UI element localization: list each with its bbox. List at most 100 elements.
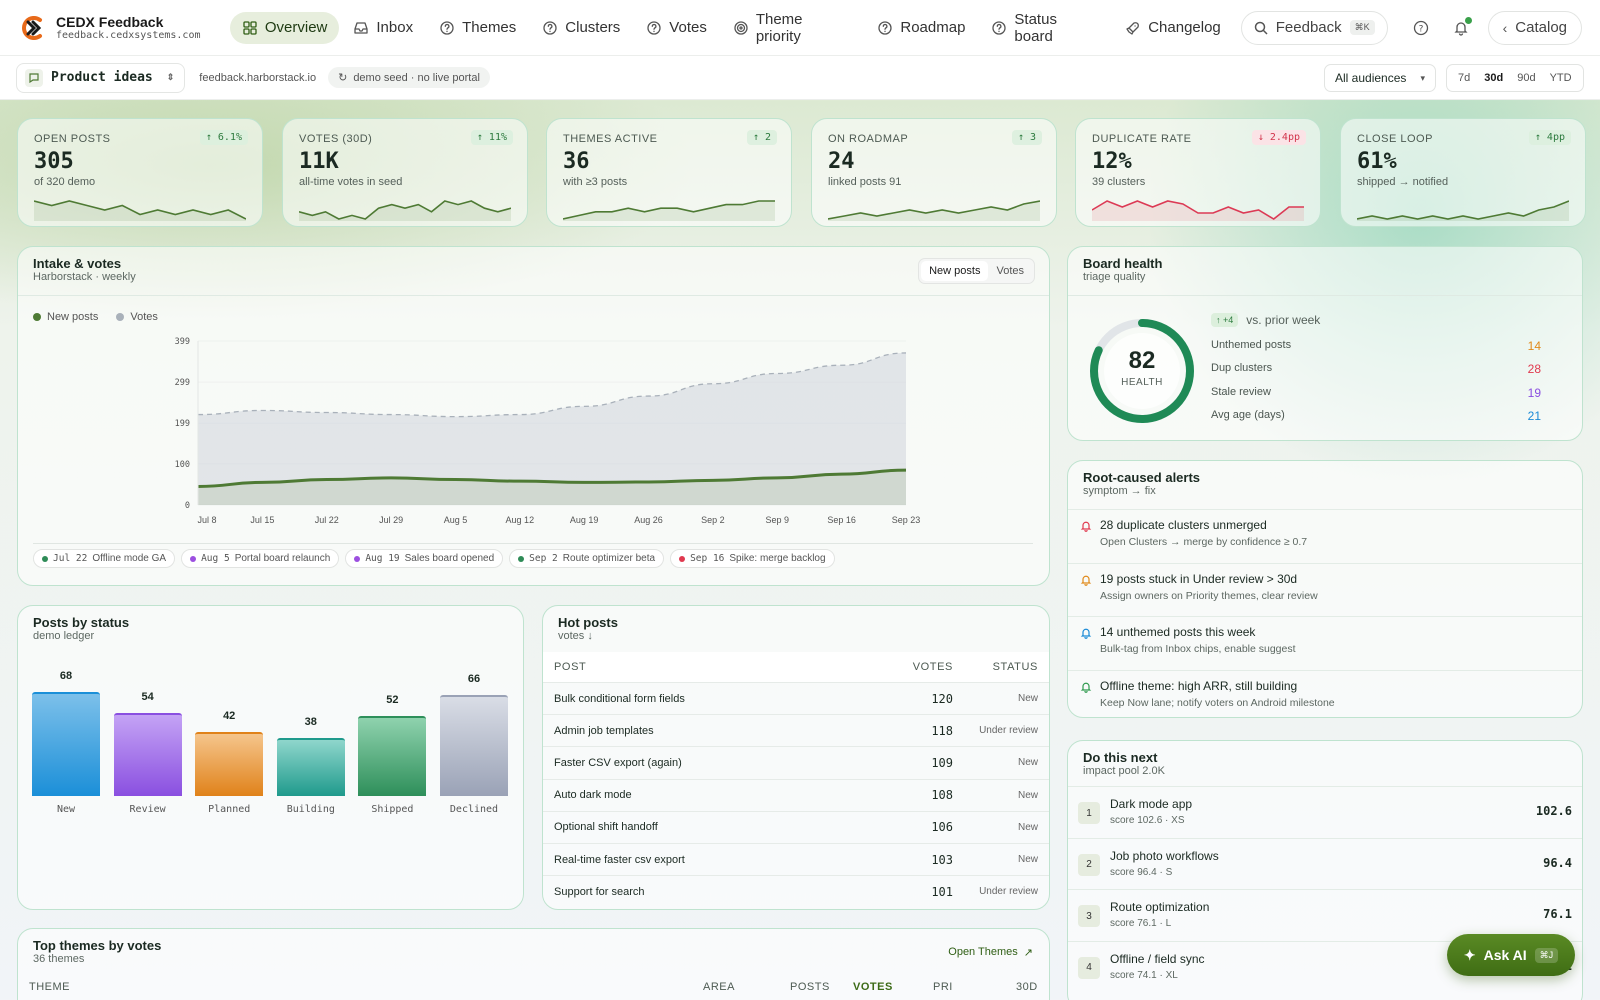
nav-item-changelog[interactable]: Changelog xyxy=(1113,12,1233,44)
legend-label: New posts xyxy=(47,311,99,323)
event-chip[interactable]: Aug 19 Sales board opened xyxy=(345,549,504,568)
new-posts-line xyxy=(197,468,907,489)
x-tick-label: Jul 15 xyxy=(250,515,274,525)
nav-item-status-board[interactable]: Status board xyxy=(979,11,1111,45)
hot-post-row[interactable]: Admin job templates 118 Under review xyxy=(543,714,1049,746)
col-votes[interactable]: VOTES xyxy=(912,661,953,673)
kpi-card[interactable]: On roadmap ↑ 3 24 linked posts 91 xyxy=(811,118,1057,227)
bell-icon xyxy=(1080,520,1092,532)
col-pri[interactable]: PRI xyxy=(933,981,953,993)
health-metric-row[interactable]: Avg age (days) 21 xyxy=(1211,409,1541,423)
kpi-label: Duplicate rate xyxy=(1092,133,1192,145)
toggle-votes[interactable]: Votes xyxy=(996,265,1024,277)
hot-post-row[interactable]: Real-time faster csv export 103 New xyxy=(543,843,1049,875)
range-30d[interactable]: 30d xyxy=(1484,72,1504,84)
event-chip[interactable]: Sep 16 Spike: merge backlog xyxy=(670,549,835,568)
health-metric-row[interactable]: Dup clusters 28 xyxy=(1211,362,1541,376)
kpi-card[interactable]: Open posts ↑ 6.1% 305 of 320 demo xyxy=(17,118,263,227)
kpi-card[interactable]: Votes (30d) ↑ 11% 11K all-time votes in see… xyxy=(282,118,528,227)
chevron-left-icon: ‹ xyxy=(1502,19,1508,36)
hot-post-row[interactable]: Auto dark mode 108 New xyxy=(543,778,1049,811)
event-chip[interactable]: Aug 5 Portal board relaunch xyxy=(181,549,340,568)
board-icon xyxy=(25,68,43,87)
legend-item[interactable]: New posts xyxy=(33,311,98,323)
health-metric-label: Avg age (days) xyxy=(1211,408,1285,421)
hot-post-row[interactable]: Bulk conditional form fields 120 New xyxy=(543,682,1049,714)
event-date: Aug 5 xyxy=(201,553,230,564)
ask-ai-button[interactable]: ✦ Ask AI ⌘J xyxy=(1447,934,1575,976)
col-votes[interactable]: VOTES xyxy=(853,981,893,993)
intake-votes-card: Intake & votes Harborstack · weekly New … xyxy=(17,246,1050,586)
audience-select[interactable]: All audiences ▾ xyxy=(1324,64,1436,92)
kpi-card[interactable]: Themes active ↑ 2 36 with ≥3 posts xyxy=(546,118,792,227)
nav-item-roadmap[interactable]: Roadmap xyxy=(865,12,977,44)
nav-item-themes[interactable]: Themes xyxy=(427,12,528,44)
kpi-card[interactable]: Duplicate rate ↓ 2.4pp 12% 39 clusters xyxy=(1075,118,1321,227)
hot-post-row[interactable]: Optional shift handoff 106 New xyxy=(543,810,1049,843)
brand[interactable]: CEDX Feedback feedback.cedxsystems.com xyxy=(18,14,230,42)
col-theme[interactable]: THEME xyxy=(29,981,70,993)
nav-item-clusters[interactable]: Clusters xyxy=(530,12,632,44)
help-circle-icon xyxy=(877,20,893,36)
nav-label: Roadmap xyxy=(900,19,966,36)
next-item-row[interactable]: 3 Route optimization score 76.1 · L 76.1 xyxy=(1068,889,1582,940)
next-item-row[interactable]: 2 Job photo workflows score 96.4 · S 96.4 xyxy=(1068,837,1582,889)
status-bar[interactable] xyxy=(32,692,100,796)
search-button[interactable]: Feedback ⌘K xyxy=(1240,10,1388,45)
range-ytd[interactable]: YTD xyxy=(1549,72,1572,84)
col-area[interactable]: AREA xyxy=(703,981,735,993)
post-title: Optional shift handoff xyxy=(554,821,658,834)
kpi-value: 12% xyxy=(1092,149,1132,174)
legend-item[interactable]: Votes xyxy=(116,311,158,323)
alert-title: 28 duplicate clusters unmerged xyxy=(1100,518,1267,532)
post-votes: 120 xyxy=(931,691,953,706)
catalog-button[interactable]: ‹ Catalog xyxy=(1487,10,1582,45)
alert-row[interactable]: 19 posts stuck in Under review > 30d Assi… xyxy=(1068,562,1582,615)
col-30d[interactable]: 30D xyxy=(1016,981,1038,993)
col-posts[interactable]: POSTS xyxy=(790,981,830,993)
alert-row[interactable]: Offline theme: high ARR, still building K… xyxy=(1068,669,1582,718)
open-themes-link[interactable]: Open Themes ↗ xyxy=(948,946,1033,959)
kpi-subtext: shipped → notified xyxy=(1357,176,1449,188)
status-bar[interactable] xyxy=(113,713,182,796)
range-90d[interactable]: 90d xyxy=(1517,72,1536,84)
event-chip[interactable]: Sep 2 Route optimizer beta xyxy=(509,549,665,568)
hot-post-row[interactable]: Faster CSV export (again) 109 New xyxy=(543,746,1049,778)
board-domain[interactable]: feedback.harborstack.io xyxy=(199,71,317,84)
health-delta-text: vs. prior week xyxy=(1246,313,1321,327)
post-votes: 109 xyxy=(931,755,953,770)
kpi-card[interactable]: Close loop ↑ 4pp 61% shipped → notified xyxy=(1340,118,1586,227)
next-item-row[interactable]: 1 Dark mode app score 102.6 · XS 102.6 xyxy=(1068,786,1582,837)
event-chip[interactable]: Jul 22 Offline mode GA xyxy=(33,549,176,568)
brand-subtitle: feedback.cedxsystems.com xyxy=(56,30,201,41)
kpi-sparkline xyxy=(563,200,775,221)
board-selector[interactable]: Product ideas ⇕ xyxy=(16,62,186,93)
col-status[interactable]: STATUS xyxy=(992,661,1038,673)
nav-item-theme-priority[interactable]: Theme priority xyxy=(721,11,864,45)
kpi-sparkline xyxy=(1357,200,1569,221)
status-bar[interactable] xyxy=(358,716,427,796)
health-metric-label: Dup clusters xyxy=(1211,362,1273,375)
health-metric-label: Stale review xyxy=(1211,385,1271,398)
range-7d[interactable]: 7d xyxy=(1458,72,1471,84)
help-button[interactable]: ? xyxy=(1404,11,1438,45)
health-metric-row[interactable]: Unthemed posts 14 xyxy=(1211,339,1541,353)
health-metric-row[interactable]: Stale review 19 xyxy=(1211,386,1541,400)
status-bar[interactable] xyxy=(440,695,508,796)
nav-item-votes[interactable]: Votes xyxy=(634,12,719,44)
alert-row[interactable]: 28 duplicate clusters unmerged Open Clust… xyxy=(1068,509,1582,561)
top-themes-card: Top themes by votes 36 themes Open Theme… xyxy=(17,928,1050,1000)
col-post[interactable]: POST xyxy=(554,661,587,673)
nav-item-inbox[interactable]: Inbox xyxy=(341,12,425,44)
nav-item-overview[interactable]: Overview xyxy=(229,11,340,44)
help-circle-icon xyxy=(991,20,1007,36)
post-status: Under review xyxy=(979,886,1038,898)
hot-post-row[interactable]: Support for search 101 Under review xyxy=(543,875,1049,907)
status-bar[interactable] xyxy=(276,737,345,796)
alert-row[interactable]: 14 unthemed posts this week Bulk-tag from… xyxy=(1068,616,1582,668)
notifications-button[interactable] xyxy=(1444,11,1478,45)
status-bar-label: Shipped xyxy=(371,804,414,815)
post-votes: 103 xyxy=(931,852,953,867)
toggle-new-posts[interactable]: New posts xyxy=(921,261,989,281)
status-bar[interactable] xyxy=(195,731,264,796)
